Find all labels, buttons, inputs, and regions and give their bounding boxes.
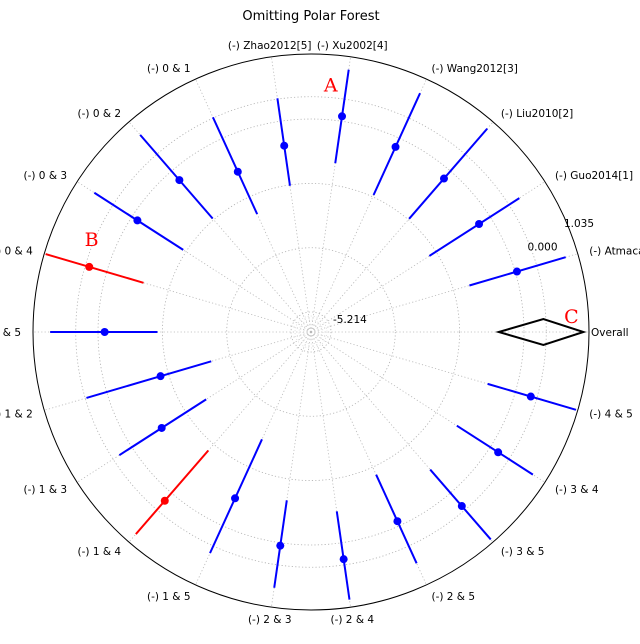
outer-circle [32,53,590,611]
estimate-point [157,423,166,432]
spoke-label: (-) 0 & 5 [0,327,21,339]
ci-line [135,449,210,535]
estimate-point [233,167,242,176]
spoke-label: (-) 2 & 4 [330,614,374,626]
label-layer: -5.214 0.000 1.035 (-) Atmaca2005[0] (-) Guo… [0,40,640,626]
estimate-point [133,216,142,225]
estimate-point [276,541,285,550]
estimate-point [512,267,521,276]
spoke-label: (-) 4 & 5 [589,409,633,421]
annotation-marker: B [85,229,99,251]
annotation-marker: C [564,306,579,328]
spoke-label: (-) Guo2014[1] [555,170,633,182]
ci-line [139,134,214,220]
estimate-point [100,328,109,336]
grid-ring-inner [298,319,324,345]
estimate-point [175,176,184,185]
grid-ring [97,118,525,546]
spoke-label: (-) 1 & 5 [147,591,191,603]
estimate-point [475,220,484,229]
estimate-point [280,141,289,150]
spoke-label: (-) Wang2012[3] [431,63,517,75]
grid-ring [290,311,332,353]
spoke-label: Overall [591,327,629,339]
ci-line [212,116,259,215]
estimate-point [393,517,402,526]
estimate-point [85,262,94,271]
estimate-point [338,112,347,121]
estimate-point [439,174,448,183]
estimate-point [526,392,535,401]
grid-spoke [271,56,312,333]
data-layer [45,69,587,600]
grid-ring [162,183,460,481]
overall-diamond [495,317,587,347]
ci-line [408,127,488,220]
radial-tick-label: -5.214 [333,314,367,326]
estimate-point [231,494,240,503]
ci-line [45,253,144,284]
spoke-label: (-) 3 & 4 [555,484,599,496]
spoke-label: (-) Xu2002[4] [317,40,388,52]
radial-tick-label: 1.035 [564,218,594,230]
grid-spoke [76,331,312,483]
annotation-marker: A [323,75,338,97]
spoke-label: (-) 2 & 5 [431,591,475,603]
spoke-label: (-) Zhao2012[5] [228,40,312,52]
ci-line [428,197,520,257]
spoke-label: (-) 2 & 3 [248,614,292,626]
estimate-point [457,502,466,511]
spoke-label: (-) Atmaca2005[0] [589,245,640,257]
spoke-label: (-) 3 & 5 [501,546,545,558]
grid-ring-inner [294,315,328,349]
spoke-label: (-) 1 & 4 [78,546,122,558]
spoke-label: (-) 1 & 2 [0,409,33,421]
ci-line [86,360,212,399]
spoke-label: (-) 1 & 3 [23,484,67,496]
estimate-point [391,142,400,151]
spoke-label: (-) 0 & 2 [78,108,122,120]
grid-ring [226,247,396,417]
estimate-point [160,496,169,505]
spoke-label: (-) Liu2010[2] [501,108,573,120]
spoke-label: (-) 0 & 1 [147,63,191,75]
spoke-label: (-) 0 & 4 [0,245,33,257]
estimate-point [494,448,503,457]
estimate-point [339,555,348,564]
radial-tick-label: 0.000 [527,242,557,254]
spoke-label: (-) 0 & 3 [23,170,67,182]
chart-title: Omitting Polar Forest [242,9,379,24]
estimate-point [156,372,165,381]
